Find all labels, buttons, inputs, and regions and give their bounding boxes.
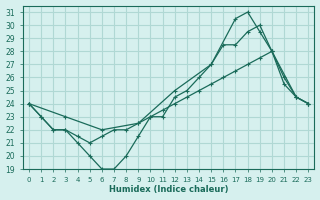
X-axis label: Humidex (Indice chaleur): Humidex (Indice chaleur) xyxy=(109,185,228,194)
